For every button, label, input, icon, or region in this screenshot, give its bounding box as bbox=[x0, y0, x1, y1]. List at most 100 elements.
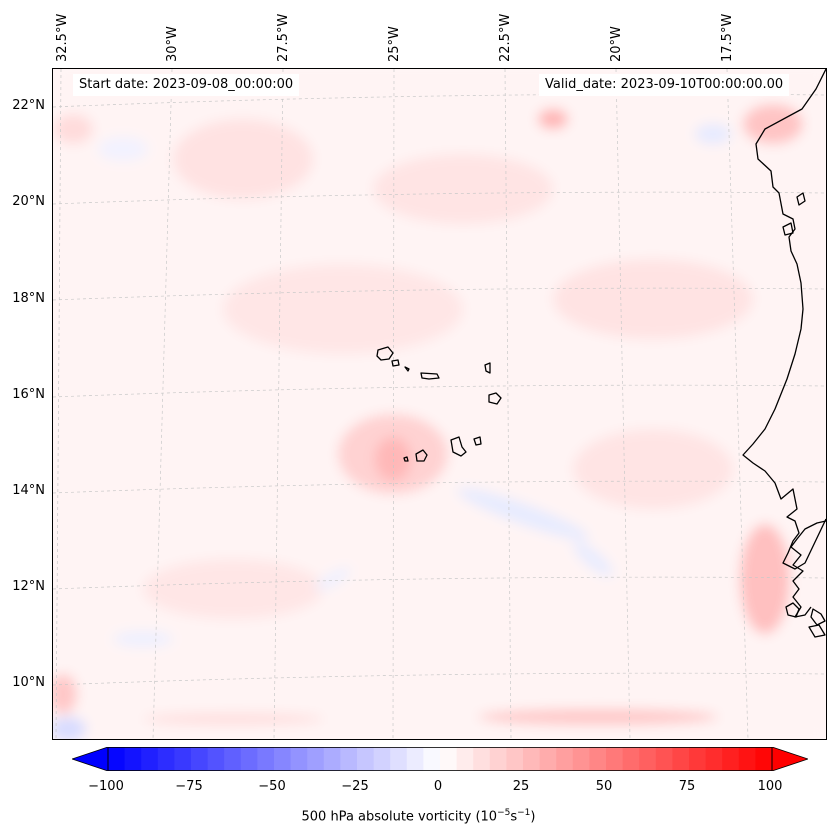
positive-vorticity-patch bbox=[740, 524, 790, 634]
colorbar-segment bbox=[257, 747, 275, 771]
colorbar-segment bbox=[440, 747, 458, 771]
colorbar-segment bbox=[108, 747, 126, 771]
positive-vorticity-patch bbox=[553, 259, 753, 339]
island-coastline bbox=[810, 608, 826, 626]
colorbar-segment bbox=[323, 747, 341, 771]
colorbar-segment bbox=[755, 747, 773, 771]
island-coastline bbox=[782, 222, 794, 236]
colorbar-segment bbox=[141, 747, 159, 771]
colorbar-low-extension bbox=[72, 747, 109, 771]
colorbar-segment bbox=[589, 747, 607, 771]
lat-label: 10°N bbox=[12, 675, 45, 690]
island-coastline bbox=[376, 346, 394, 361]
lon-gridline bbox=[726, 69, 749, 739]
lat-label: 18°N bbox=[12, 291, 45, 306]
colorbar-outline bbox=[107, 747, 773, 771]
colorbar-segment bbox=[705, 747, 723, 771]
colorbar-segment bbox=[523, 747, 541, 771]
island-coastline bbox=[450, 436, 467, 457]
colorbar-tick: 50 bbox=[595, 779, 613, 794]
island-coastline bbox=[785, 602, 800, 618]
positive-vorticity-patch bbox=[173, 119, 313, 199]
island-coastline bbox=[404, 366, 410, 372]
colorbar-segment bbox=[373, 747, 391, 771]
island-coastline bbox=[484, 362, 491, 374]
positive-vorticity-patch bbox=[478, 709, 718, 725]
colorbar-segment bbox=[572, 747, 590, 771]
positive-vorticity-patch bbox=[143, 713, 323, 725]
colorbar-segment bbox=[672, 747, 690, 771]
colorbar-label: 500 hPa absolute vorticity (10−5s−1) bbox=[0, 808, 837, 824]
lon-label: 32.5°W bbox=[55, 13, 70, 62]
colorbar-segment bbox=[606, 747, 624, 771]
negative-vorticity-patch bbox=[53, 717, 86, 739]
colorbar-segment bbox=[456, 747, 474, 771]
positive-vorticity-patch bbox=[53, 114, 93, 144]
lat-gridline bbox=[53, 576, 826, 590]
island-coastline bbox=[403, 456, 409, 462]
colorbar-tick: 25 bbox=[512, 779, 530, 794]
colorbar bbox=[72, 747, 808, 771]
colorbar-segment bbox=[539, 747, 557, 771]
lon-gridline bbox=[273, 69, 284, 739]
colorbar-tick: 0 bbox=[433, 779, 443, 794]
island-coastline bbox=[415, 449, 428, 462]
valid-date-label: Valid_date: 2023-09-10T00:00:00.00 bbox=[539, 74, 790, 96]
colorbar-segment bbox=[340, 747, 358, 771]
colorbar-segment bbox=[722, 747, 740, 771]
colorbar-tick: −50 bbox=[258, 779, 286, 794]
colorbar-segment bbox=[307, 747, 325, 771]
lat-gridline bbox=[53, 384, 826, 398]
colorbar-segment bbox=[738, 747, 756, 771]
negative-vorticity-patch bbox=[98, 137, 148, 161]
lat-label: 16°N bbox=[12, 387, 45, 402]
negative-vorticity-patch bbox=[457, 488, 589, 540]
colorbar-segment bbox=[390, 747, 408, 771]
colorbar-segment bbox=[689, 747, 707, 771]
colorbar-label-close: ) bbox=[530, 809, 536, 825]
lon-gridline bbox=[152, 69, 173, 739]
gridlines bbox=[53, 69, 826, 739]
lat-gridline bbox=[53, 672, 826, 686]
lat-label: 12°N bbox=[12, 579, 45, 594]
colorbar-segment bbox=[622, 747, 640, 771]
negative-vorticity-patch bbox=[113, 631, 173, 647]
colorbar-segment bbox=[124, 747, 142, 771]
colorbar-segment bbox=[556, 747, 574, 771]
lon-label: 22.5°W bbox=[498, 13, 513, 62]
vorticity-map bbox=[53, 69, 826, 739]
colorbar-label-exponent: −5 bbox=[497, 808, 511, 818]
colorbar-segment bbox=[207, 747, 225, 771]
colorbar-segment bbox=[290, 747, 308, 771]
positive-vorticity-patch bbox=[223, 264, 463, 354]
colorbar-segment bbox=[406, 747, 424, 771]
negative-vorticity-patch bbox=[315, 567, 351, 591]
colorbar-high-extension bbox=[771, 747, 808, 771]
positive-vorticity-patch bbox=[375, 437, 411, 481]
positive-vorticity-patch bbox=[373, 154, 553, 224]
vorticity-field bbox=[53, 69, 826, 739]
lat-label: 22°N bbox=[12, 98, 45, 113]
map-panel bbox=[52, 68, 827, 740]
positive-vorticity-patch bbox=[573, 429, 733, 509]
lat-label: 14°N bbox=[12, 483, 45, 498]
island-coastline bbox=[796, 192, 806, 206]
lat-gridline bbox=[53, 287, 826, 301]
colorbar-tick: −25 bbox=[341, 779, 369, 794]
colorbar-segment bbox=[174, 747, 192, 771]
positive-vorticity-patch bbox=[538, 109, 568, 129]
lon-label: 30°W bbox=[165, 26, 180, 62]
colorbar-segment bbox=[489, 747, 507, 771]
lon-gridline bbox=[392, 69, 395, 739]
colorbar-segment bbox=[639, 747, 657, 771]
colorbar-segment bbox=[240, 747, 258, 771]
lon-label: 17.5°W bbox=[720, 13, 735, 62]
positive-vorticity-patch bbox=[143, 559, 323, 619]
island-coastline bbox=[473, 436, 482, 446]
island-coastline bbox=[808, 624, 826, 638]
lon-gridline bbox=[55, 69, 62, 739]
lon-label: 25°W bbox=[387, 26, 402, 62]
colorbar-label-exponent: −1 bbox=[517, 808, 531, 818]
colorbar-segment bbox=[191, 747, 209, 771]
colorbar-segment bbox=[274, 747, 292, 771]
